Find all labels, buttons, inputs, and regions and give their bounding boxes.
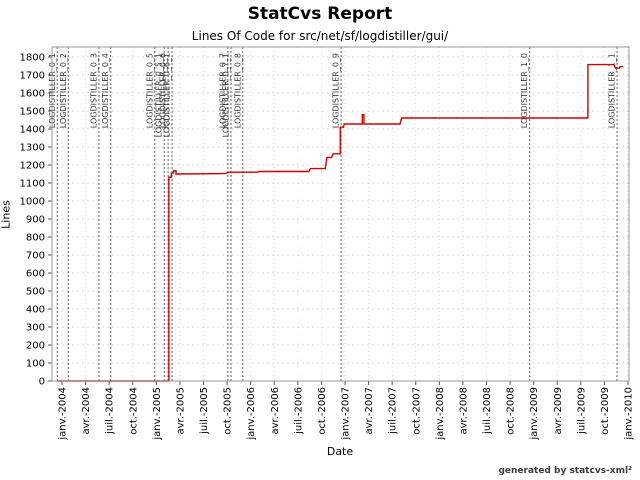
y-tick-label: 1100 (20, 179, 45, 190)
release-tag-label: LOGDISTILLER_0_3 (89, 53, 98, 128)
y-tick-label: 1500 (20, 107, 45, 118)
release-tag-label: LOGDISTILLER_0_5 (145, 53, 154, 128)
release-tag-label: LOGDISTILLER_1_1 (607, 53, 616, 128)
x-tick-label: oct.-2008 (506, 387, 517, 435)
y-tick-label: 100 (26, 359, 45, 370)
release-tag-label: LOGDISTILLER_0_9 (332, 53, 341, 128)
x-tick-label: avr.-2007 (364, 387, 375, 434)
x-tick-label: juil.-2009 (576, 387, 587, 435)
release-tag-label: LOGDISTILLER_0_7 (218, 53, 227, 128)
release-tag-label: LOGDISTILLER_0_8 (233, 53, 242, 128)
x-tick-label: oct.-2009 (600, 387, 611, 435)
x-tick-label: juil.-2004 (105, 387, 116, 435)
x-tick-label: oct.-2007 (411, 387, 422, 435)
x-tick-label: janv.-2004 (58, 387, 69, 441)
release-tag-label: LOGDISTILLER_0_6_1 (163, 53, 172, 137)
report-title: StatCvs Report (247, 4, 393, 24)
y-tick-label: 900 (26, 215, 45, 226)
y-tick-label: 300 (26, 323, 45, 334)
release-tag-label: LOGDISTILLER_0_4 (101, 53, 110, 128)
x-tick-label: janv.-2008 (435, 387, 446, 441)
y-tick-label: 700 (26, 251, 45, 262)
x-tick-label: avr.-2006 (270, 387, 281, 434)
release-tag-label: LOGDISTILLER_0_7_1 (222, 53, 231, 137)
release-tag-label: LOGDISTILLER_0_2 (59, 53, 68, 128)
release-tag-label: LOGDISTILLER_0_5_1 (155, 53, 164, 137)
x-tick-label: juil.-2005 (199, 387, 210, 435)
loc-series-line (57, 63, 624, 382)
x-tick-label: avr.-2008 (458, 387, 469, 434)
y-tick-label: 1000 (20, 197, 45, 208)
y-tick-label: 800 (26, 233, 45, 244)
chart-subtitle: Lines Of Code for src/net/sf/logdistille… (191, 29, 449, 43)
release-tag-label: LOGDISTILLER_0_6 (159, 53, 168, 128)
x-tick-label: avr.-2005 (175, 387, 186, 434)
x-tick-label: avr.-2009 (553, 387, 564, 434)
x-tick-label: juil.-2008 (482, 387, 493, 435)
generator-credit: generated by statcvs-xml² (498, 466, 632, 476)
x-tick-label: janv.-2005 (152, 387, 163, 441)
x-tick-label: juil.-2006 (293, 387, 304, 435)
y-tick-label: 1600 (20, 89, 45, 100)
y-tick-label: 1300 (20, 143, 45, 154)
x-tick-label: oct.-2004 (128, 387, 139, 435)
y-tick-label: 500 (26, 287, 45, 298)
x-tick-label: oct.-2005 (223, 387, 234, 435)
y-tick-label: 200 (26, 341, 45, 352)
x-tick-label: juil.-2007 (388, 387, 399, 435)
y-tick-label: 600 (26, 269, 45, 280)
y-tick-label: 0 (39, 377, 45, 388)
x-tick-label: avr.-2004 (81, 387, 92, 434)
plot-border (51, 46, 630, 382)
x-tick-label: janv.-2010 (624, 387, 635, 441)
y-tick-label: 400 (26, 305, 45, 316)
y-tick-label: 1400 (20, 125, 45, 136)
x-tick-label: janv.-2009 (529, 387, 540, 441)
x-tick-label: janv.-2007 (341, 387, 352, 441)
x-tick-label: oct.-2006 (317, 387, 328, 435)
y-tick-label: 1700 (20, 71, 45, 82)
y-tick-label: 1800 (20, 53, 45, 64)
x-tick-label: janv.-2006 (246, 387, 257, 441)
y-tick-label: 1200 (20, 161, 45, 172)
release-tag-label: LOGDISTILLER_1_0 (520, 53, 529, 128)
x-axis-title: Date (326, 445, 354, 458)
